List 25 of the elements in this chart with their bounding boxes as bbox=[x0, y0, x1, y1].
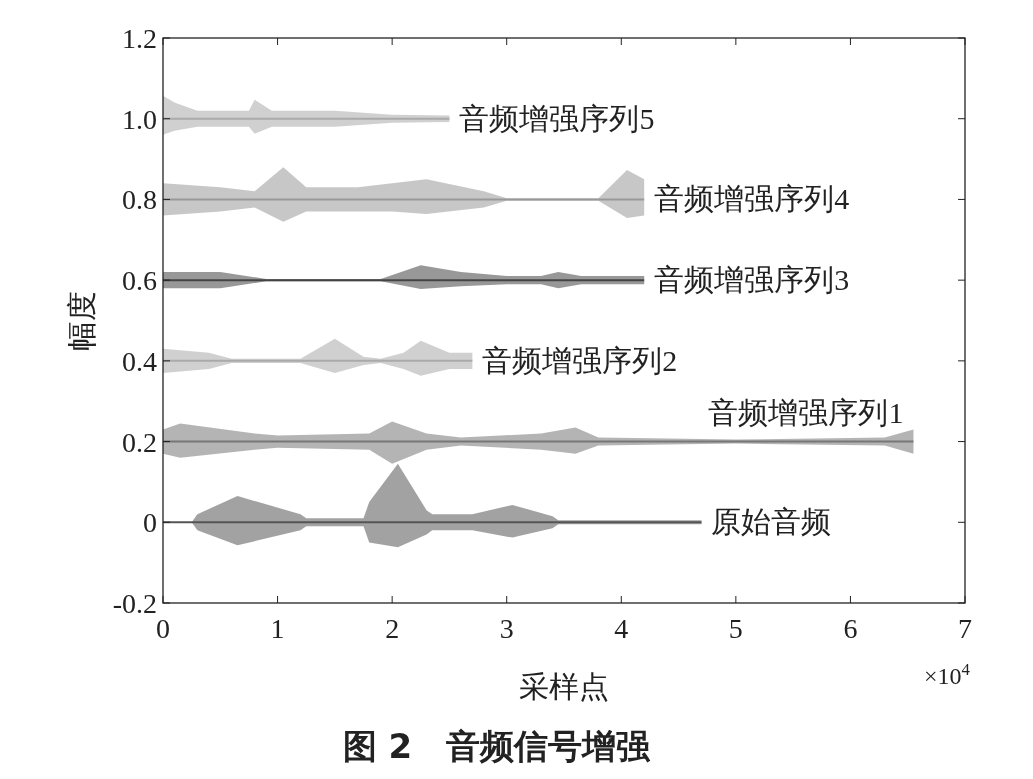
y-tick-label: 1.0 bbox=[122, 103, 157, 135]
x-axis-title: 采样点 bbox=[519, 670, 609, 703]
x-tick-label: 7 bbox=[958, 613, 972, 644]
x-tick-label: 4 bbox=[614, 613, 629, 644]
text: 图 2 音频信号增强 bbox=[342, 726, 652, 766]
x-tick-label: 6 bbox=[843, 613, 858, 644]
y-tick-label: -0.2 bbox=[112, 588, 157, 619]
y-tick-label: 1.2 bbox=[122, 23, 157, 54]
series-label: 原始音频 bbox=[711, 505, 832, 539]
series-label: 音频增强序列3 bbox=[654, 263, 850, 297]
text: ×10$^{4}$ bbox=[924, 659, 971, 689]
series-label: 音频增强序列5 bbox=[459, 101, 655, 135]
series-label: 音频增强序列4 bbox=[654, 182, 850, 216]
x-tick-label: 3 bbox=[499, 613, 514, 644]
series-label: 音频增强序列2 bbox=[482, 343, 678, 377]
x-tick-label: 5 bbox=[728, 613, 743, 644]
y-axis-title: 幅度 bbox=[65, 290, 98, 351]
y-tick-label: 0.6 bbox=[122, 265, 157, 297]
y-tick-label: 0.4 bbox=[122, 345, 157, 377]
x-tick-label: 1 bbox=[270, 613, 285, 644]
y-tick-label: 0 bbox=[143, 507, 157, 539]
y-tick-label: 0.2 bbox=[122, 426, 157, 458]
y-tick-label: 0.8 bbox=[122, 184, 157, 216]
series-label: 音频增强序列1 bbox=[708, 396, 904, 430]
x-tick-label: 2 bbox=[385, 613, 400, 644]
